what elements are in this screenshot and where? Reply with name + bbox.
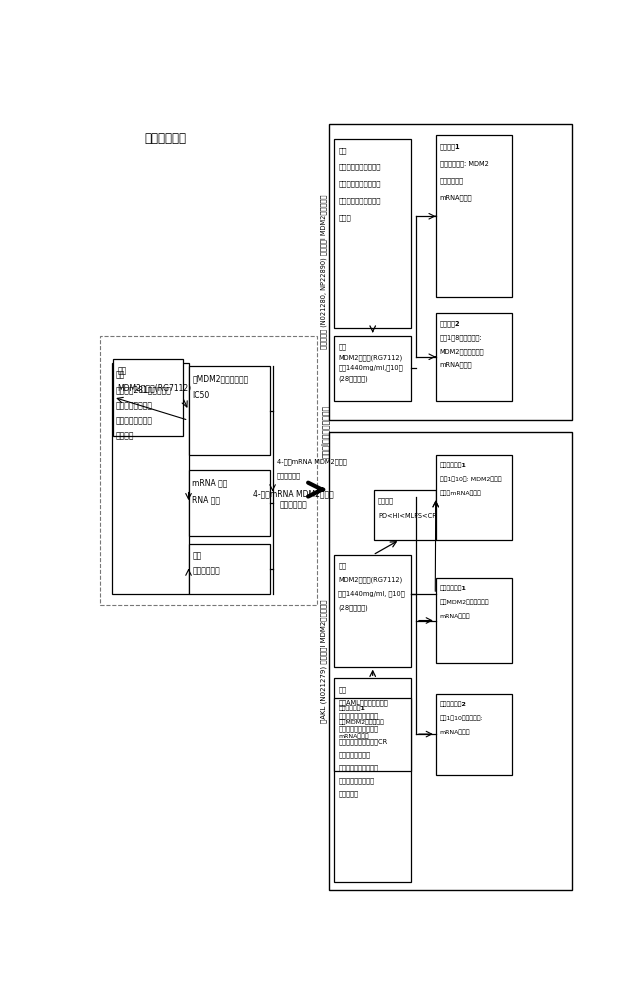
Text: mRNA 表达: mRNA 表达	[193, 478, 228, 487]
Text: 发表: 发表	[193, 551, 202, 560]
Text: 筛选: 筛选	[116, 370, 125, 379]
Text: 周期1第10天活检样本:: 周期1第10天活检样本:	[440, 715, 484, 721]
Text: 对MDM2拮抗剂的响应: 对MDM2拮抗剂的响应	[193, 374, 249, 383]
Text: 基线MDM2生物标记物: 基线MDM2生物标记物	[338, 719, 384, 725]
Text: 治疗: 治疗	[338, 343, 346, 350]
Text: 替代治疗法；或者患: 替代治疗法；或者患	[338, 778, 375, 784]
Text: mRNA的评估: mRNA的评估	[440, 362, 472, 368]
Text: 一套拥有281人类癌症细: 一套拥有281人类癌症细	[116, 386, 172, 395]
Text: 下述AML患者：未通过其: 下述AML患者：未通过其	[338, 699, 388, 706]
FancyBboxPatch shape	[189, 544, 270, 594]
Text: 肿瘤样本1: 肿瘤样本1	[440, 143, 461, 150]
FancyBboxPatch shape	[436, 578, 512, 663]
FancyBboxPatch shape	[436, 312, 512, 401]
FancyBboxPatch shape	[334, 139, 411, 328]
Text: 骨髓活检样本2: 骨髓活检样本2	[440, 701, 466, 707]
Text: 周期1第8天活检样本:: 周期1第8天活检样本:	[440, 334, 482, 341]
FancyBboxPatch shape	[100, 336, 317, 605]
Text: 筛选: 筛选	[338, 147, 347, 154]
FancyBboxPatch shape	[436, 135, 512, 297]
FancyBboxPatch shape	[436, 455, 512, 540]
FancyBboxPatch shape	[114, 359, 182, 436]
Text: 自血血液样本1: 自血血液样本1	[440, 586, 466, 591]
Text: 基线活检样本: MDM2: 基线活检样本: MDM2	[440, 160, 489, 167]
Text: 响应预测标签: 响应预测标签	[276, 473, 300, 479]
Text: 瘤的未被突变过度化疗: 瘤的未被突变过度化疗	[338, 198, 381, 204]
Text: 适于减缩术的具有分化: 适于减缩术的具有分化	[338, 164, 381, 170]
Text: 体外标签开发: 体外标签开发	[144, 132, 186, 145]
Text: 4-基因mRNA MDM2拮抗剂: 4-基因mRNA MDM2拮抗剂	[276, 459, 346, 465]
Text: 最低MDM2生物标记物和: 最低MDM2生物标记物和	[440, 600, 489, 605]
Text: 一线治疗；患者对于他: 一线治疗；患者对于他	[338, 712, 378, 719]
FancyBboxPatch shape	[334, 698, 411, 771]
Text: 在AKL (N021279) 中的前段I MDM2拮抗剂试验: 在AKL (N021279) 中的前段I MDM2拮抗剂试验	[320, 599, 327, 723]
Text: (28天的周期): (28天的周期)	[338, 376, 368, 382]
Text: mRNA的评估: mRNA的评估	[440, 194, 472, 201]
Text: 骨髓活检样本1: 骨髓活检样本1	[338, 705, 365, 711]
Text: 治疗: 治疗	[117, 366, 126, 375]
Text: RNA 测序: RNA 测序	[193, 495, 221, 504]
Text: 记物和mRNA的评估: 记物和mRNA的评估	[440, 490, 482, 496]
Text: 疗效评估: 疗效评估	[378, 497, 394, 504]
Text: 对于他们没有可用的可: 对于他们没有可用的可	[338, 764, 378, 771]
FancyBboxPatch shape	[374, 490, 436, 540]
Text: 4-基因mRNA MDM2拮抗剂
响应预测标签: 4-基因mRNA MDM2拮抗剂 响应预测标签	[253, 490, 334, 509]
Text: 在前段I试验中的标签评估: 在前段I试验中的标签评估	[321, 405, 330, 458]
Text: mRNA的评估: mRNA的评估	[440, 614, 470, 619]
Text: 法；患者最初没到达到CR: 法；患者最初没到达到CR	[338, 738, 388, 745]
Text: 者考虑年龄: 者考虑年龄	[338, 791, 359, 797]
Text: MDM2拮抗剂(RG7112): MDM2拮抗剂(RG7112)	[117, 383, 191, 392]
Text: 们没有可用的标准治疗: 们没有可用的标准治疗	[338, 725, 378, 732]
Text: 但是然后复发并且: 但是然后复发并且	[338, 751, 370, 758]
Text: 隆范围组: 隆范围组	[116, 432, 135, 441]
Text: mRNA的评估: mRNA的评估	[338, 733, 369, 739]
FancyBboxPatch shape	[329, 124, 572, 420]
Text: PD<HI<MLFS<CR: PD<HI<MLFS<CR	[378, 513, 437, 519]
Text: (28天的周期): (28天的周期)	[338, 604, 368, 611]
Text: mRNA的评估: mRNA的评估	[440, 729, 470, 735]
Text: 良好或去分化的细胞肉: 良好或去分化的细胞肉	[338, 181, 381, 187]
FancyBboxPatch shape	[334, 336, 411, 401]
Text: 周期1第10天: MDM2生物标: 周期1第10天: MDM2生物标	[440, 477, 501, 482]
Text: 癌症肿瘤类型的克: 癌症肿瘤类型的克	[116, 416, 153, 425]
Text: MDM2拮抗剂(RG7112): MDM2拮抗剂(RG7112)	[338, 354, 403, 361]
Text: 外显子组测序: 外显子组测序	[193, 567, 220, 576]
Text: 肿瘤样本2: 肿瘤样本2	[440, 320, 461, 327]
Text: 筛选: 筛选	[338, 686, 346, 693]
FancyBboxPatch shape	[189, 366, 270, 455]
Text: 在实体肿瘤 (N021280, NP22890) 中的前段I MDM2拮抗剂试验: 在实体肿瘤 (N021280, NP22890) 中的前段I MDM2拮抗剂试验	[320, 195, 327, 349]
FancyBboxPatch shape	[436, 694, 512, 774]
Text: 自血血液样本1: 自血血液样本1	[440, 463, 466, 468]
Text: IC50: IC50	[193, 391, 210, 400]
Text: 生物标记物和: 生物标记物和	[440, 177, 464, 184]
FancyBboxPatch shape	[334, 555, 411, 667]
Text: MDM2生物标记物和: MDM2生物标记物和	[440, 348, 484, 355]
Text: 的患者: 的患者	[338, 215, 351, 221]
Text: MDM2拮抗剂(RG7112): MDM2拮抗剂(RG7112)	[338, 577, 403, 583]
Text: 每天1440mg/ml,共10天: 每天1440mg/ml,共10天	[338, 365, 403, 371]
FancyBboxPatch shape	[112, 363, 189, 594]
FancyBboxPatch shape	[272, 451, 315, 532]
Text: 每天1440mg/ml, 共10天: 每天1440mg/ml, 共10天	[338, 590, 405, 597]
FancyBboxPatch shape	[334, 678, 411, 882]
Text: 治疗: 治疗	[338, 563, 346, 569]
FancyBboxPatch shape	[189, 470, 270, 536]
Text: 胞株代表不同人类: 胞株代表不同人类	[116, 401, 153, 410]
FancyBboxPatch shape	[329, 432, 572, 890]
